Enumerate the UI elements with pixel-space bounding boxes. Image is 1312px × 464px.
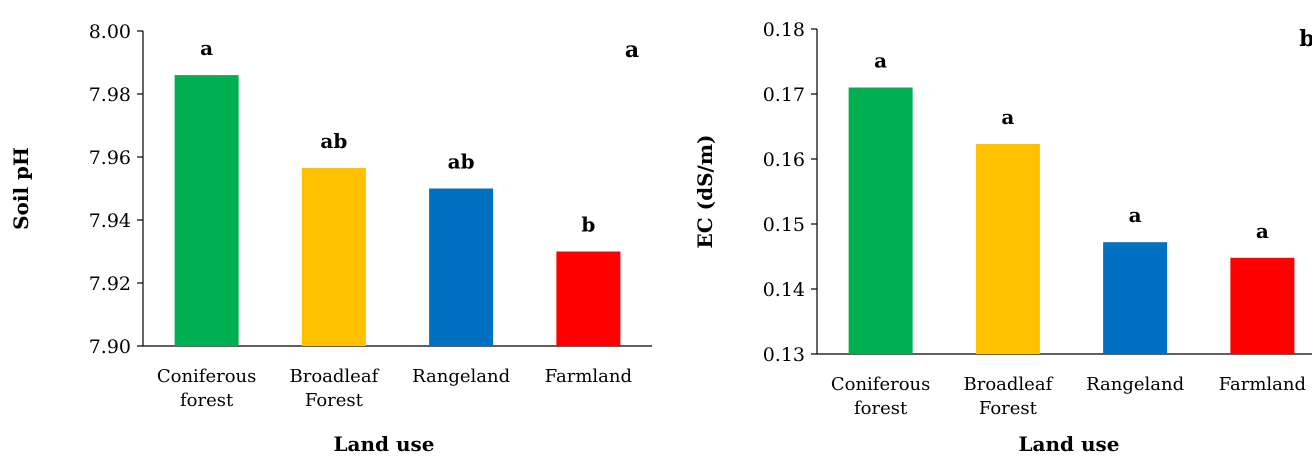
chart-b-y-tick-label: 0.16 — [763, 149, 805, 171]
chart-b-category-label: Farmland — [1219, 374, 1306, 395]
chart-b-bar — [975, 144, 1040, 354]
chart-a-x-axis-title: Land use — [333, 432, 434, 456]
chart-a-category-label: Forest — [305, 390, 364, 411]
chart-a-sig-letter: ab — [320, 129, 347, 153]
chart-a-category-label: Farmland — [545, 366, 632, 387]
chart-a-category-label: Rangeland — [412, 366, 510, 387]
chart-a-y-tick-label: 7.92 — [89, 273, 131, 295]
chart-b-category-label: Coniferous — [831, 374, 931, 395]
chart-a-bar — [556, 251, 621, 346]
chart-b-y-tick-label: 0.15 — [763, 214, 805, 236]
chart-a-bar — [174, 75, 239, 346]
chart-b-sig-letter: a — [1001, 105, 1014, 129]
chart-b-sig-letter: a — [1129, 203, 1142, 227]
chart-b-panel-label: b — [1299, 26, 1312, 52]
chart-a-y-tick-label: 7.90 — [89, 336, 131, 358]
chart-a-bar — [429, 188, 494, 346]
chart-a-sig-letter: b — [581, 213, 595, 237]
chart-b-y-axis-title: EC (dS/m) — [693, 135, 717, 249]
chart-b-sig-letter: a — [874, 49, 887, 73]
chart-a-sig-letter: a — [200, 36, 213, 60]
chart-a-category-label: Broadleaf — [290, 366, 380, 387]
chart-a-panel-label: a — [625, 37, 639, 63]
chart-b-bar — [1103, 242, 1168, 354]
chart-a-y-axis-title: Soil pH — [9, 147, 33, 230]
chart-a-category-label: Coniferous — [157, 366, 257, 387]
chart-a-y-tick-label: 7.96 — [89, 147, 131, 169]
chart-b-bar — [1230, 257, 1295, 354]
chart-b-y-tick-label: 0.13 — [763, 344, 805, 366]
chart-b-x-axis-title: Land use — [1018, 432, 1119, 456]
chart-b-y-tick-label: 0.18 — [763, 19, 805, 41]
chart-b-category-label: Broadleaf — [964, 374, 1054, 395]
chart-a-bar — [301, 168, 366, 346]
chart-a-sig-letter: ab — [448, 150, 475, 174]
chart-b-category-label: Forest — [979, 398, 1038, 419]
chart-b-y-tick-label: 0.17 — [763, 84, 805, 106]
chart-b-y-tick-label: 0.14 — [763, 279, 805, 301]
chart-b-category-label: Rangeland — [1086, 374, 1184, 395]
chart-a-y-tick-label: 7.98 — [89, 84, 131, 106]
chart-a-y-tick-label: 8.00 — [89, 21, 131, 43]
chart-a-category-label: forest — [180, 390, 234, 411]
chart-b-bar — [848, 87, 913, 354]
chart-b-category-label: forest — [854, 398, 908, 419]
chart-b-sig-letter: a — [1256, 219, 1269, 243]
chart-a-y-tick-label: 7.94 — [89, 210, 131, 232]
